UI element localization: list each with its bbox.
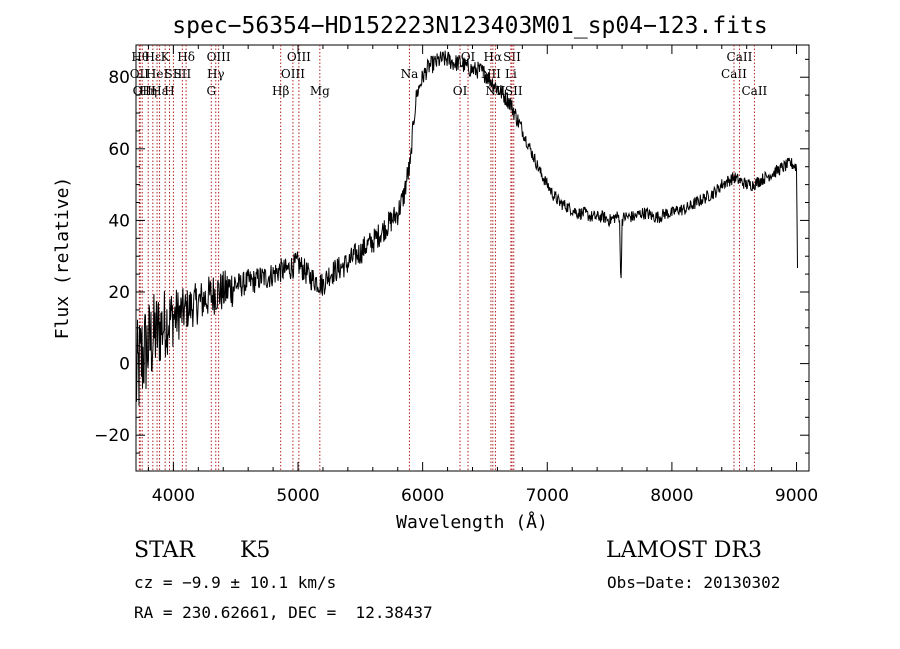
- line-marker-label-19: Na: [401, 67, 419, 81]
- y-tick-label-0: −20: [94, 426, 130, 446]
- line-marker-label-20: OI: [453, 84, 468, 98]
- line-marker-label-23: Hα: [484, 50, 503, 64]
- line-marker-label-11: SII: [174, 67, 192, 81]
- x-axis-label: Wavelength (Å): [396, 511, 548, 533]
- line-marker-label-26: SII: [503, 50, 521, 64]
- line-marker-label-2: OII: [133, 84, 153, 98]
- x-tick-label-3: 7000: [526, 486, 569, 506]
- line-marker-label-18: Mg: [310, 84, 330, 98]
- line-marker-label-5: HeI: [146, 67, 169, 81]
- line-marker-label-9: SII: [165, 67, 183, 81]
- line-marker-label-6: Hε: [151, 84, 168, 98]
- x-tick-label-5: 9000: [775, 486, 818, 506]
- line-marker-label-17: OIII: [287, 50, 311, 64]
- x-tick-label-4: 8000: [650, 486, 693, 506]
- y-tick-label-1: 0: [119, 355, 130, 375]
- y-tick-label-4: 60: [108, 140, 130, 160]
- x-tick-label-0: 4000: [152, 486, 195, 506]
- line-marker-label-4: Hε: [144, 50, 161, 64]
- line-marker-label-12: G: [206, 84, 216, 98]
- obs-date: Obs−Date: 20130302: [607, 573, 781, 592]
- spectrum-series: [135, 50, 798, 406]
- y-tick-label-2: 20: [108, 283, 130, 303]
- x-tick-label-1: 5000: [276, 486, 319, 506]
- object-class: STAR: [134, 538, 195, 563]
- line-marker-label-15: Hβ: [272, 84, 289, 98]
- line-marker-label-29: CaII: [727, 50, 753, 64]
- line-marker-label-10: Hδ: [177, 50, 195, 64]
- line-marker-label-28: CaII: [721, 67, 747, 81]
- chart-title: spec−56354−HD152223N123403M01_sp04−123.f…: [172, 13, 767, 39]
- survey-name: LAMOST DR3: [606, 538, 762, 563]
- line-marker-label-25: Li: [505, 67, 517, 81]
- line-marker-label-13: Hγ: [207, 67, 225, 81]
- line-marker-label-30: CaII: [741, 84, 767, 98]
- y-axis-label: Flux (relative): [52, 177, 73, 340]
- y-tick-label-5: 80: [108, 68, 130, 88]
- line-markers: OIIHθOIIHηHεHeIHεKHSIIHδSIIGHγOIIIHβOIII…: [130, 45, 768, 471]
- line-marker-label-16: OIII: [281, 67, 305, 81]
- line-marker-label-14: OIII: [207, 50, 231, 64]
- redshift-readout: cz = −9.9 ± 10.1 km/s: [134, 573, 337, 592]
- x-tick-label-2: 6000: [401, 486, 444, 506]
- axis-ticks: 4000 5000 6000 7000 8000 9000 −20 0 20 40 60 80: [94, 45, 818, 506]
- y-tick-label-3: 40: [108, 211, 130, 231]
- line-marker-label-8: H: [164, 84, 174, 98]
- coordinates-readout: RA = 230.62661, DEC = 12.38437: [134, 603, 433, 622]
- line-marker-label-7: K: [161, 50, 171, 64]
- line-marker-label-1: Hθ: [131, 50, 149, 64]
- spectrum-line: [135, 50, 798, 406]
- line-marker-label-27: SII: [505, 84, 523, 98]
- plot-frame: [135, 44, 810, 472]
- object-subclass: K5: [240, 538, 271, 563]
